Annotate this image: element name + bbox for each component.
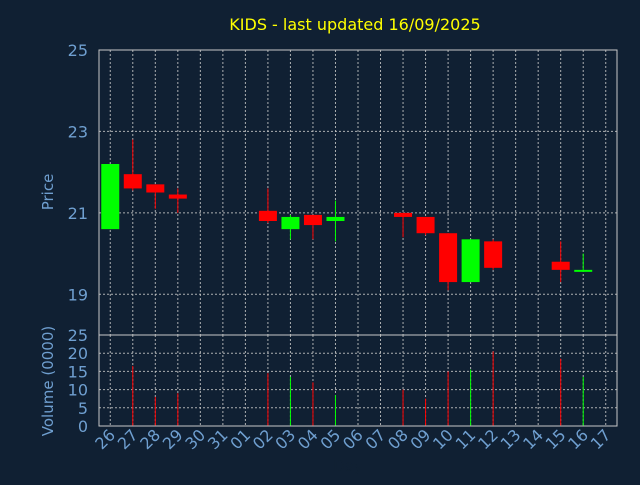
- candle-body: [394, 212, 413, 217]
- price-axis-label: Price: [39, 174, 57, 211]
- price-tick-label: 21: [68, 204, 88, 223]
- volume-tick-label: 0: [78, 417, 88, 436]
- candle-body: [484, 241, 503, 268]
- volume-panel-frame: [98, 334, 618, 427]
- candle-body: [168, 194, 187, 199]
- x-axis-label: Day: [333, 457, 363, 475]
- volume-tick-label: 10: [68, 381, 88, 400]
- volume-tick-label: 5: [78, 399, 88, 418]
- candle-body: [416, 216, 435, 234]
- volume-grid: [99, 335, 617, 426]
- candles: [101, 139, 593, 291]
- chart-title: KIDS - last updated 16/09/2025: [229, 15, 480, 34]
- x-tick-labels: 2627282930310102030405060708091011121314…: [91, 425, 614, 453]
- candle-body: [574, 269, 593, 272]
- volume-tick-label: 25: [68, 326, 88, 345]
- candle-body: [303, 214, 322, 226]
- candle-body: [101, 164, 120, 230]
- price-tick-label: 25: [68, 41, 88, 60]
- candle-body: [551, 261, 570, 270]
- candle-body: [146, 184, 165, 193]
- price-tick-labels: 19 21 23 25: [68, 41, 88, 304]
- candle-body: [439, 233, 458, 283]
- volume-bars: [132, 351, 584, 426]
- price-grid: [99, 50, 617, 335]
- price-panel-frame: [98, 49, 618, 336]
- candle-body: [281, 216, 300, 230]
- price-tick-label: 19: [68, 285, 88, 304]
- volume-axis-label: Volume (0000): [39, 326, 57, 436]
- candle-body: [326, 216, 345, 221]
- candle-body: [258, 210, 277, 221]
- candle-body: [461, 239, 480, 283]
- volume-tick-label: 20: [68, 344, 88, 363]
- price-tick-label: 23: [68, 122, 88, 141]
- volume-tick-label: 15: [68, 362, 88, 381]
- candle-body: [123, 174, 142, 189]
- x-tick-label: 17: [587, 425, 615, 453]
